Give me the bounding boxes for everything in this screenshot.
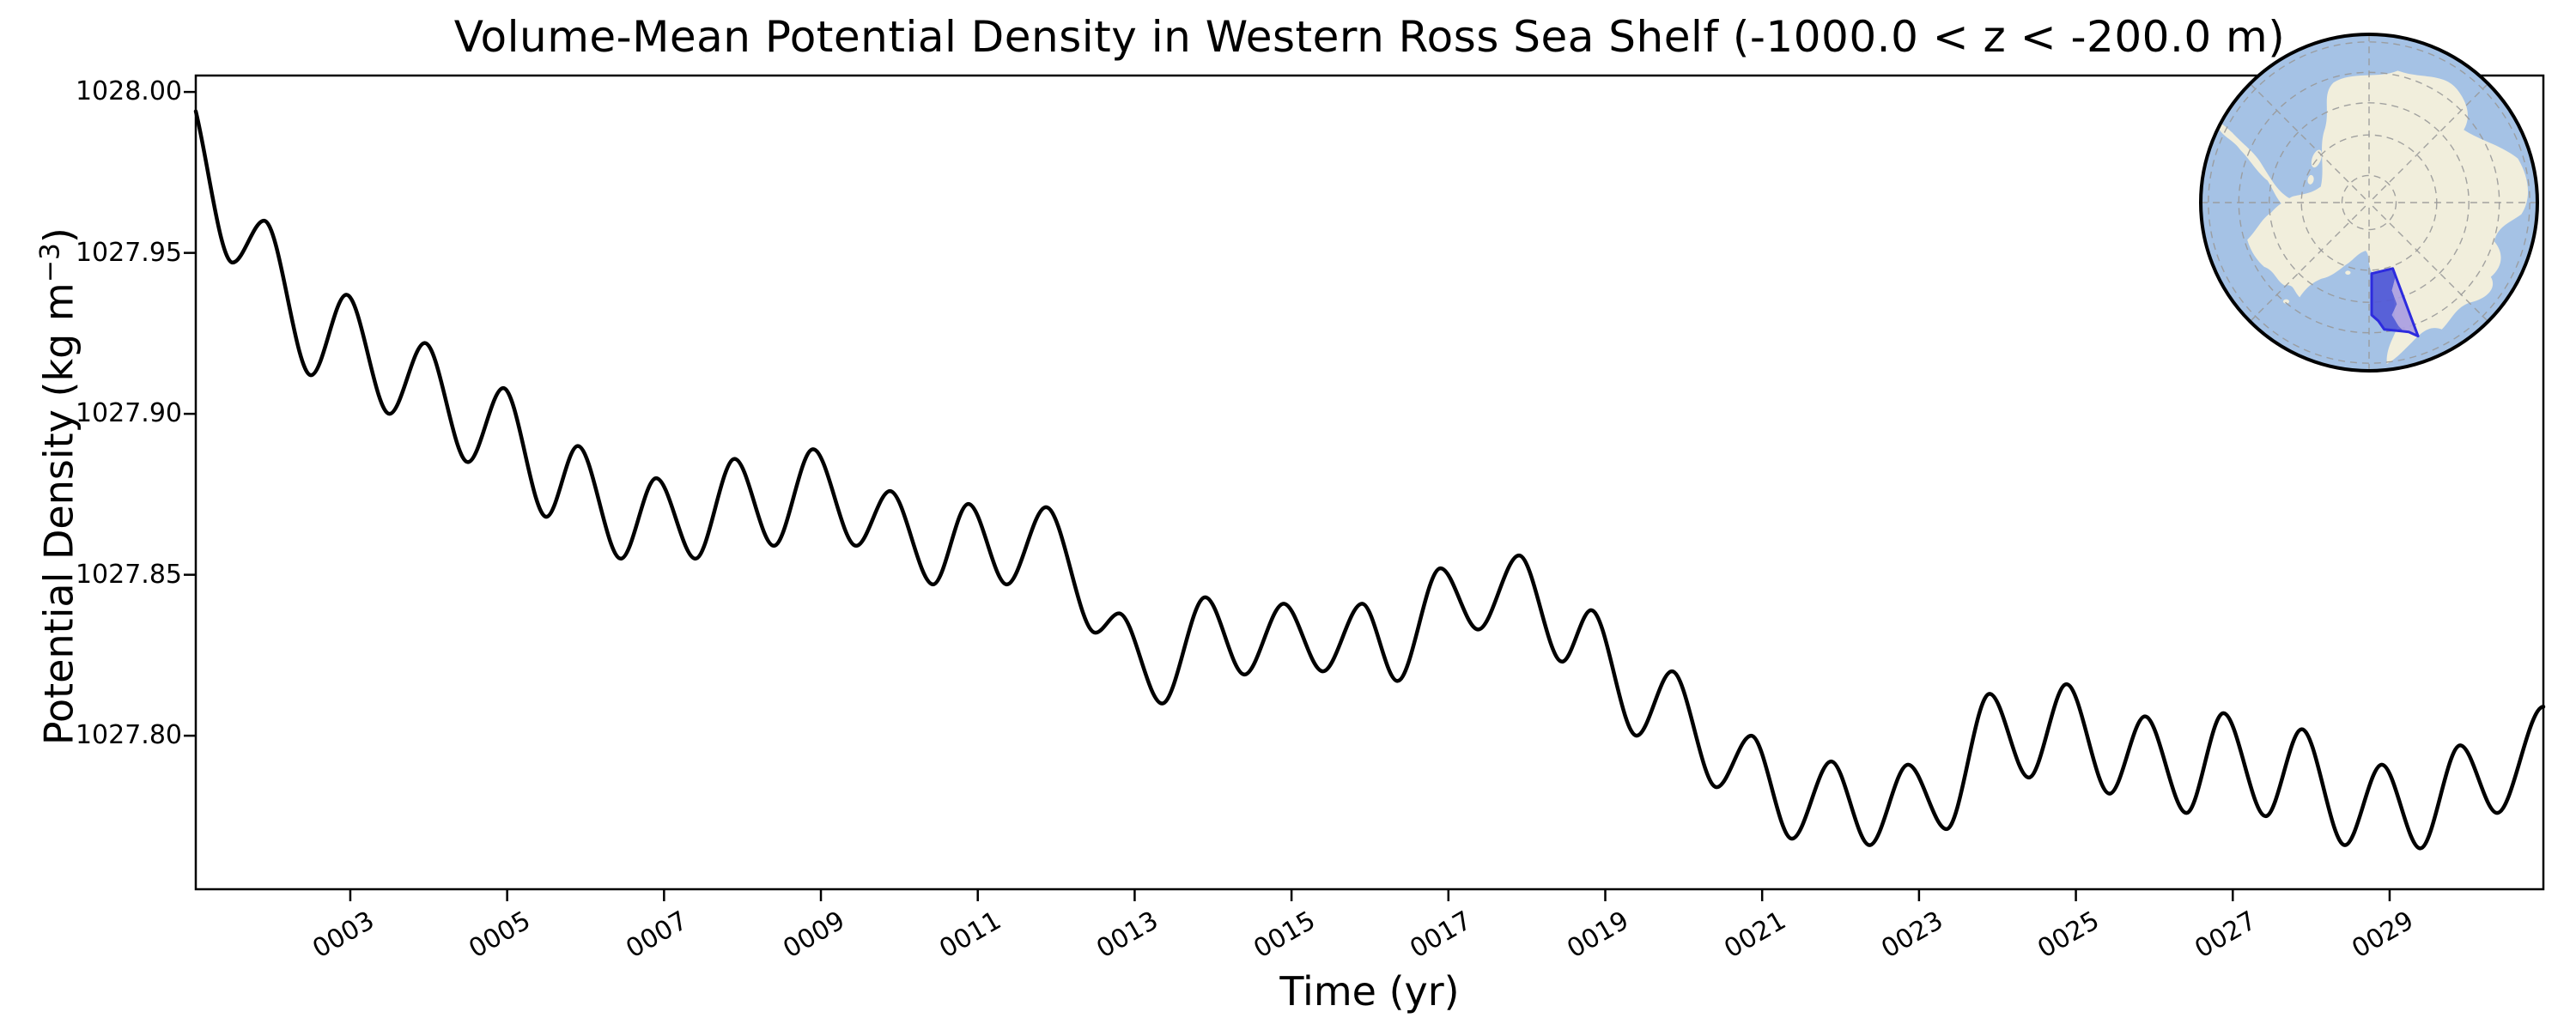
y-tick-label: 1028.00 <box>75 76 182 107</box>
density-curve <box>193 109 2546 851</box>
map-edge-ring <box>2199 33 2539 373</box>
x-tick-label: 0009 <box>777 906 850 965</box>
x-tick-label: 0011 <box>934 906 1007 965</box>
y-axis-label-text: Potential Density (kg m <box>35 282 82 746</box>
map-islands <box>2275 149 2351 304</box>
inset-map <box>2199 33 2539 373</box>
x-tick-label: 0021 <box>1719 906 1791 965</box>
axes-frame <box>184 74 2545 901</box>
antarctica-land <box>2247 70 2529 365</box>
x-tick-label: 0029 <box>2346 906 2419 965</box>
region-border <box>2370 267 2420 338</box>
x-tick-label: 0025 <box>2032 906 2105 965</box>
x-tick-label: 0023 <box>1875 906 1948 965</box>
y-tick-label: 1027.80 <box>75 720 182 751</box>
highlight-region <box>2370 267 2420 338</box>
antarctic-peninsula-land <box>2217 122 2295 237</box>
x-tick-label: 0005 <box>464 906 537 965</box>
region-ocean-part <box>2372 268 2404 332</box>
density-curve-path <box>193 109 2546 851</box>
y-axis-label: Potential Density (kg m−3) <box>34 203 82 770</box>
x-tick-label: 0017 <box>1405 906 1478 965</box>
x-tick-label: 0027 <box>2190 906 2262 965</box>
chart-title: Volume-Mean Potential Density in Western… <box>453 12 2286 62</box>
x-tick-label: 0019 <box>1562 906 1634 965</box>
x-tick-label: 0003 <box>307 906 380 965</box>
map-ocean <box>2201 34 2537 371</box>
x-axis-label: Time (yr) <box>1279 968 1460 1015</box>
x-tick-label: 0015 <box>1248 906 1321 965</box>
y-tick-label: 1027.95 <box>75 237 182 268</box>
y-tick-label: 1027.85 <box>75 559 182 590</box>
y-tick-label: 1027.90 <box>75 398 182 429</box>
graticule-lines <box>2201 34 2537 371</box>
x-tick-label: 0007 <box>621 906 693 965</box>
x-tick-label: 0013 <box>1091 906 1163 965</box>
region-land-part <box>2391 268 2419 336</box>
